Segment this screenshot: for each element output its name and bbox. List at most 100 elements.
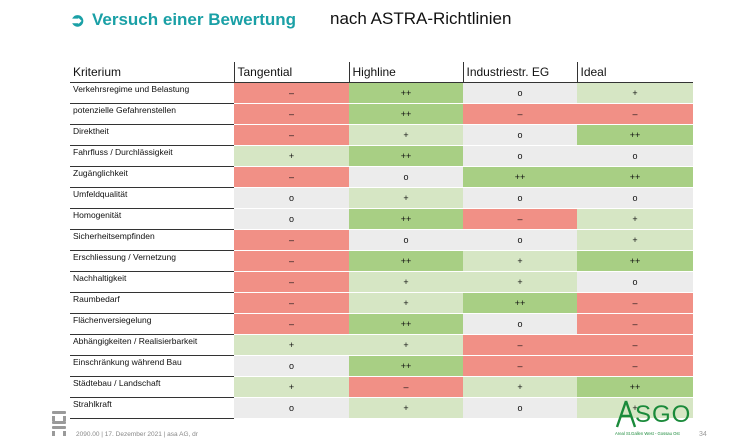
rating-cell: ++: [577, 250, 693, 272]
rating-cell: o: [577, 271, 693, 293]
table-row: Nachhaltigkeit – + + o: [70, 271, 693, 293]
table-row: Abhängigkeiten / Realisierbarkeit + + – –: [70, 334, 693, 356]
criterion-label: Sicherheitsempfinden: [70, 229, 234, 251]
rating-cell: ++: [349, 145, 463, 167]
rating-cell: ++: [463, 292, 577, 314]
rating-cell: o: [234, 187, 349, 209]
table-row: Sicherheitsempfinden – o o +: [70, 229, 693, 251]
title-sub: nach ASTRA-Richtlinien: [330, 9, 512, 28]
rating-cell: –: [234, 250, 349, 272]
rating-cell: –: [234, 82, 349, 104]
rating-cell: o: [234, 355, 349, 377]
rating-cell: ++: [349, 208, 463, 230]
rating-cell: –: [234, 229, 349, 251]
header-row: Kriterium Tangential Highline Industries…: [70, 62, 693, 83]
criterion-label: potenzielle Gefahrenstellen: [70, 103, 234, 125]
criterion-label: Fahrfluss / Durchlässigkeit: [70, 145, 234, 167]
rating-cell: ++: [577, 124, 693, 146]
rating-cell: –: [577, 313, 693, 335]
rating-cell: +: [463, 250, 577, 272]
column-header: Tangential: [233, 62, 349, 83]
rating-cell: –: [234, 313, 349, 335]
criterion-label: Abhängigkeiten / Realisierbarkeit: [70, 334, 234, 356]
table-row: potenzielle Gefahrenstellen – ++ – –: [70, 103, 693, 125]
rating-cell: +: [349, 124, 463, 146]
rating-cell: –: [234, 271, 349, 293]
column-header: Ideal: [576, 62, 693, 83]
slide-title: ➲ Versuch einer Bewertung nach ASTRA-Ric…: [70, 9, 511, 31]
asgo-logo: SGO Areal St.Gallen West - Gossau Ost: [615, 399, 699, 441]
criterion-label: Einschränkung während Bau: [70, 355, 234, 377]
criterion-label: Raumbedarf: [70, 292, 234, 314]
brand-tagline: Areal St.Gallen West - Gossau Ost: [615, 431, 680, 436]
rating-cell: –: [463, 103, 577, 125]
rating-cell: o: [463, 124, 577, 146]
brand-letters: SGO: [635, 401, 692, 428]
rating-cell: +: [577, 82, 693, 104]
rating-cell: +: [463, 271, 577, 293]
rating-cell: +: [349, 271, 463, 293]
column-header: Industriestr. EG: [462, 62, 577, 83]
criterion-label: Homogenität: [70, 208, 234, 230]
table-row: Verkehrsregime und Belastung – ++ o +: [70, 82, 693, 104]
a-mark-icon: [615, 400, 637, 428]
criterion-label: Nachhaltigkeit: [70, 271, 234, 293]
column-header: Highline: [348, 62, 463, 83]
rating-cell: ++: [577, 376, 693, 398]
table-row: Direktheit – + o ++: [70, 124, 693, 146]
page-number: 34: [699, 431, 707, 438]
table-row: Fahrfluss / Durchlässigkeit + ++ o o: [70, 145, 693, 167]
rating-cell: ++: [349, 250, 463, 272]
criterion-label: Strahlkraft: [70, 397, 234, 419]
rating-cell: –: [577, 292, 693, 314]
table-row: Flächenversiegelung – ++ o –: [70, 313, 693, 335]
criterion-label: Erschliessung / Vernetzung: [70, 250, 234, 272]
table-row: Homogenität o ++ – +: [70, 208, 693, 230]
rating-cell: –: [577, 103, 693, 125]
rating-cell: o: [463, 187, 577, 209]
table-row: Erschliessung / Vernetzung – ++ + ++: [70, 250, 693, 272]
rating-cell: +: [349, 397, 463, 419]
table-row: Strahlkraft o + o +: [70, 397, 693, 419]
rating-cell: o: [349, 166, 463, 188]
rating-cell: o: [463, 313, 577, 335]
rating-cell: –: [234, 292, 349, 314]
table-row: Städtebau / Landschaft + – + ++: [70, 376, 693, 398]
rating-cell: +: [234, 334, 349, 356]
evaluation-table: Kriterium Tangential Highline Industries…: [70, 62, 693, 419]
rating-cell: o: [463, 397, 577, 419]
criterion-label: Flächenversiegelung: [70, 313, 234, 335]
rating-cell: o: [463, 82, 577, 104]
table-row: Einschränkung während Bau o ++ – –: [70, 355, 693, 377]
rating-cell: –: [234, 103, 349, 125]
rating-cell: +: [349, 292, 463, 314]
criterion-label: Verkehrsregime und Belastung: [70, 82, 234, 104]
rating-cell: ++: [577, 166, 693, 188]
criterion-label: Städtebau / Landschaft: [70, 376, 234, 398]
rating-cell: –: [234, 124, 349, 146]
rating-cell: o: [577, 145, 693, 167]
table-body: Verkehrsregime und Belastung – ++ o + potenzi…: [70, 82, 693, 419]
rating-cell: o: [577, 187, 693, 209]
table-row: Umfeldqualität o + o o: [70, 187, 693, 209]
rating-cell: –: [349, 376, 463, 398]
rating-cell: +: [234, 376, 349, 398]
criterion-label: Umfeldqualität: [70, 187, 234, 209]
rating-cell: ++: [349, 103, 463, 125]
rating-cell: +: [463, 376, 577, 398]
rating-cell: ++: [349, 355, 463, 377]
rating-cell: o: [234, 208, 349, 230]
rating-cell: ++: [349, 82, 463, 104]
rating-cell: –: [234, 166, 349, 188]
footer-text: 2090.00 | 17. Dezember 2021 | asa AG, dr: [76, 431, 198, 438]
rating-cell: +: [577, 229, 693, 251]
rating-cell: –: [463, 355, 577, 377]
criterion-label: Zugänglichkeit: [70, 166, 234, 188]
arrow-icon: ➲: [70, 9, 86, 30]
rating-cell: o: [463, 229, 577, 251]
rating-cell: +: [349, 334, 463, 356]
rating-cell: –: [463, 208, 577, 230]
rating-cell: –: [577, 334, 693, 356]
rating-cell: +: [234, 145, 349, 167]
table-row: Raumbedarf – + ++ –: [70, 292, 693, 314]
